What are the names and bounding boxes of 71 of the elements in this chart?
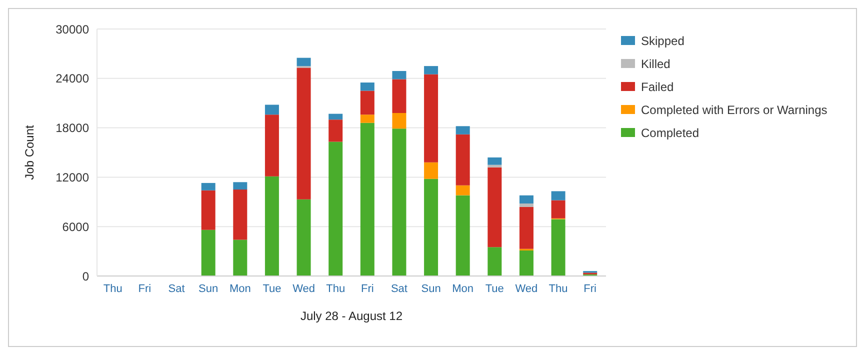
x-tick-label: Sun <box>421 282 441 295</box>
bar <box>264 104 279 115</box>
x-tick-label: Thu <box>103 282 122 295</box>
bar <box>456 185 470 196</box>
bar <box>519 250 534 276</box>
y-axis-title: Job Count <box>22 124 36 180</box>
y-tick-label: 12000 <box>56 170 90 184</box>
y-tick-label: 18000 <box>56 121 90 136</box>
x-tick-label: Sat <box>390 282 408 295</box>
y-tick-label: 24000 <box>56 72 90 86</box>
bar <box>328 114 343 120</box>
y-tick-label: 30000 <box>56 22 90 36</box>
bar <box>551 200 566 218</box>
bar <box>360 90 374 115</box>
bar <box>201 190 216 230</box>
bar <box>424 66 438 74</box>
bar <box>551 191 566 200</box>
bar <box>519 204 534 207</box>
bar <box>456 134 470 186</box>
x-tick-label: Tue <box>262 282 282 295</box>
bar <box>201 182 216 190</box>
legend-label: Completed with Errors or Warnings <box>641 102 828 116</box>
bar <box>264 176 279 276</box>
legend-label: Killed <box>641 56 670 70</box>
x-tick-label: Tue <box>485 282 504 295</box>
bar <box>233 190 248 240</box>
bar <box>328 142 343 276</box>
bar <box>456 126 470 134</box>
y-tick-label: 0 <box>82 269 90 284</box>
bar <box>551 219 566 276</box>
bar <box>233 182 248 190</box>
x-tick-label: Fri <box>138 282 152 295</box>
bar <box>392 112 406 129</box>
bar <box>392 70 406 80</box>
bar <box>296 58 311 66</box>
bar <box>296 68 311 200</box>
bar <box>424 74 438 162</box>
bar <box>264 114 279 176</box>
x-tick-label: Sun <box>198 282 218 295</box>
bar <box>519 206 534 249</box>
x-tick-label: Mon <box>229 282 251 295</box>
legend-label: Skipped <box>641 34 684 48</box>
bar <box>201 230 216 276</box>
bar <box>424 162 438 179</box>
bar <box>488 247 502 276</box>
x-tick-label: Wed <box>292 282 315 295</box>
x-tick-label: Mon <box>452 282 474 295</box>
bar <box>392 128 406 276</box>
bar <box>328 120 343 142</box>
bar <box>392 79 406 113</box>
bar <box>519 195 534 204</box>
bar <box>360 82 374 91</box>
x-tick-label: Fri <box>360 282 374 295</box>
x-tick-label: Thu <box>548 282 568 295</box>
x-axis-title: July 28 - August 12 <box>300 309 403 323</box>
bar <box>488 167 502 248</box>
bar <box>456 195 470 276</box>
bar <box>360 122 374 276</box>
x-tick-label: Thu <box>326 282 346 295</box>
bar <box>233 240 248 276</box>
x-tick-label: Sat <box>168 282 185 295</box>
x-tick-label: Fri <box>584 282 597 295</box>
y-tick-label: 6000 <box>62 220 90 234</box>
bar <box>296 199 311 276</box>
legend-label: Failed <box>641 80 674 94</box>
x-tick-label: Wed <box>515 282 538 295</box>
bar <box>488 164 502 168</box>
legend-label: Completed <box>641 126 700 140</box>
bar <box>360 114 374 123</box>
bar <box>424 178 438 276</box>
bar <box>488 157 502 165</box>
